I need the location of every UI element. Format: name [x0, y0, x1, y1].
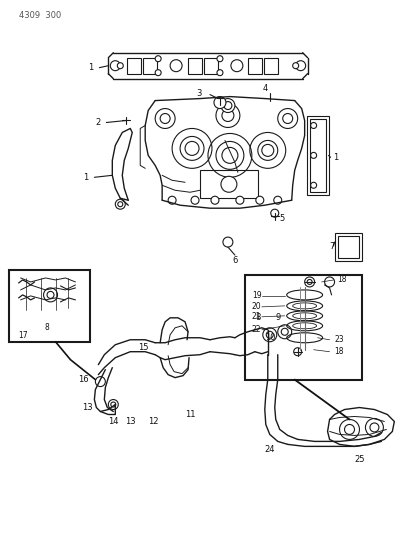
- Text: 22: 22: [252, 325, 262, 334]
- Circle shape: [310, 182, 317, 188]
- Circle shape: [236, 196, 244, 204]
- Circle shape: [221, 99, 235, 112]
- Bar: [337, 236, 359, 258]
- Circle shape: [325, 277, 335, 287]
- Text: 20: 20: [252, 302, 262, 311]
- Text: 13: 13: [125, 417, 136, 426]
- Circle shape: [305, 277, 315, 287]
- Text: 16: 16: [78, 375, 89, 384]
- Circle shape: [310, 123, 317, 128]
- Text: 25: 25: [355, 455, 365, 464]
- Text: 10: 10: [265, 333, 275, 342]
- Text: 7: 7: [329, 241, 335, 251]
- Text: 18: 18: [337, 276, 347, 285]
- Bar: [9, 270, 91, 342]
- Text: 3: 3: [196, 89, 202, 98]
- Circle shape: [214, 96, 226, 109]
- Bar: [127, 58, 141, 74]
- Text: 24: 24: [265, 445, 275, 454]
- Bar: [245, 275, 362, 379]
- Circle shape: [231, 60, 243, 71]
- Text: 17: 17: [19, 332, 28, 340]
- Circle shape: [271, 209, 279, 217]
- Circle shape: [95, 377, 105, 386]
- Circle shape: [283, 114, 293, 124]
- Circle shape: [155, 56, 161, 62]
- Text: 23: 23: [335, 335, 344, 344]
- Circle shape: [168, 196, 176, 204]
- Circle shape: [170, 60, 182, 71]
- Text: 15: 15: [138, 343, 149, 352]
- Bar: [335, 233, 362, 261]
- Bar: [248, 58, 262, 74]
- Circle shape: [263, 328, 277, 342]
- Circle shape: [222, 110, 234, 122]
- Circle shape: [115, 199, 125, 209]
- Text: 13: 13: [82, 403, 93, 412]
- Text: 9: 9: [276, 313, 281, 322]
- Circle shape: [274, 196, 282, 204]
- Text: 4: 4: [263, 84, 268, 93]
- Bar: [264, 58, 278, 74]
- Circle shape: [191, 196, 199, 204]
- Bar: [188, 58, 202, 74]
- Bar: [307, 116, 328, 195]
- Bar: [310, 118, 326, 192]
- Circle shape: [44, 288, 58, 302]
- Circle shape: [293, 63, 299, 69]
- Circle shape: [310, 152, 317, 158]
- Text: 12: 12: [148, 417, 159, 426]
- Circle shape: [217, 70, 223, 76]
- Circle shape: [110, 61, 120, 71]
- Circle shape: [109, 400, 118, 409]
- Text: 8: 8: [44, 324, 49, 332]
- Text: 19: 19: [252, 292, 262, 301]
- Bar: [200, 171, 258, 198]
- Text: 2: 2: [95, 118, 101, 127]
- Bar: [143, 58, 157, 74]
- Text: 21: 21: [252, 312, 262, 321]
- Text: 5: 5: [280, 214, 285, 223]
- Circle shape: [217, 56, 223, 62]
- Circle shape: [366, 418, 384, 437]
- Circle shape: [221, 176, 237, 192]
- Circle shape: [180, 136, 204, 160]
- Circle shape: [256, 196, 264, 204]
- Circle shape: [223, 237, 233, 247]
- Text: 6: 6: [232, 255, 237, 264]
- Circle shape: [216, 141, 244, 169]
- Text: 14: 14: [109, 417, 119, 426]
- Text: 11: 11: [185, 410, 195, 419]
- Circle shape: [258, 140, 278, 160]
- Circle shape: [155, 70, 161, 76]
- Text: 1: 1: [83, 173, 89, 182]
- Text: 18: 18: [335, 347, 344, 356]
- Circle shape: [278, 325, 292, 339]
- Text: 8: 8: [256, 313, 261, 322]
- Text: 1: 1: [89, 63, 94, 72]
- Circle shape: [211, 196, 219, 204]
- Circle shape: [294, 348, 302, 356]
- Circle shape: [339, 419, 359, 439]
- Text: 4309  300: 4309 300: [19, 11, 61, 20]
- Circle shape: [296, 61, 306, 71]
- Bar: [204, 58, 218, 74]
- Text: 1: 1: [334, 153, 339, 162]
- Circle shape: [117, 63, 123, 69]
- Circle shape: [160, 114, 170, 124]
